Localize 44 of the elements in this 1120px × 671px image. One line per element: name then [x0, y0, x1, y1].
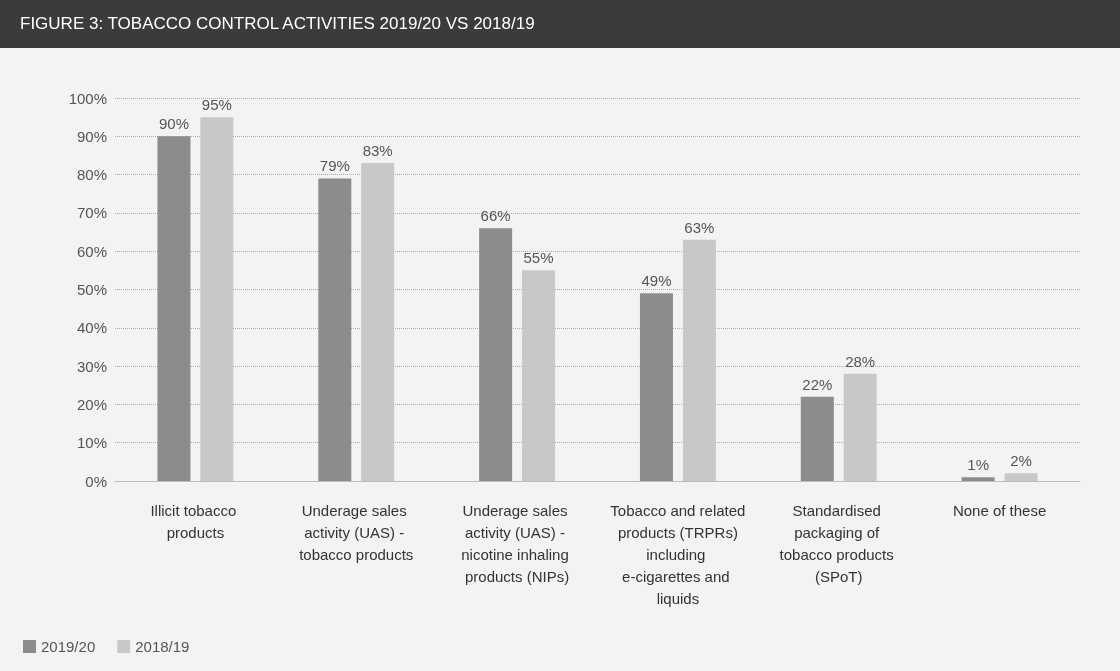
x-tick-label: Standardised packaging of tobacco products (SPoT)	[779, 501, 898, 585]
data-label: 22%	[802, 375, 833, 393]
y-tick-label: 10%	[76, 434, 107, 452]
data-label: 49%	[641, 272, 672, 290]
y-tick-label: 30%	[76, 357, 107, 375]
bar	[682, 239, 716, 481]
y-tick-label: 60%	[76, 242, 107, 260]
y-tick-label: 50%	[76, 281, 107, 298]
bar	[200, 117, 234, 481]
y-tick-label: 90%	[76, 127, 107, 145]
data-label: 1%	[967, 456, 989, 474]
data-label: 28%	[845, 352, 876, 370]
bar	[843, 373, 877, 481]
x-tick-label: Underage sales activity (UAS) - nicotine inhaling products (NIPs)	[461, 501, 573, 585]
data-label: 55%	[523, 249, 554, 267]
chart-title: FIGURE 3: TOBACCO CONTROL ACTIVITIES 2019/20 VS 2018/19	[0, 0, 1120, 48]
bar	[361, 163, 395, 481]
x-tick-label: Illicit tobacco products	[150, 501, 241, 541]
bar	[522, 270, 556, 481]
data-label: 79%	[319, 157, 350, 175]
bar	[1004, 473, 1038, 481]
y-tick-label: 20%	[76, 395, 107, 413]
legend-label: 2019/20	[41, 638, 96, 655]
bar	[479, 228, 513, 481]
y-tick-label: 70%	[76, 204, 107, 222]
x-tick-label: Underage sales activity (UAS) - tobacco products	[299, 501, 414, 563]
y-tick-label: 0%	[85, 472, 107, 490]
y-tick-label: 100%	[68, 89, 107, 107]
data-label: 90%	[158, 115, 189, 133]
data-label: 83%	[362, 142, 393, 160]
bar	[961, 477, 995, 481]
bar	[639, 293, 673, 481]
x-tick-label: None of these	[952, 501, 1047, 519]
bar	[800, 396, 834, 481]
data-label: 66%	[480, 207, 511, 225]
data-label: 2%	[1010, 452, 1032, 470]
legend-label: 2018/19	[135, 638, 190, 655]
data-label: 63%	[684, 218, 715, 236]
y-tick-label: 80%	[76, 166, 107, 184]
x-tick-label: Tobacco and related products (TRPRs) including e-cigarettes and liquids	[610, 501, 746, 607]
y-tick-label: 40%	[76, 319, 107, 337]
bar	[157, 136, 191, 481]
data-label: 95%	[201, 96, 232, 114]
bar	[318, 178, 352, 481]
